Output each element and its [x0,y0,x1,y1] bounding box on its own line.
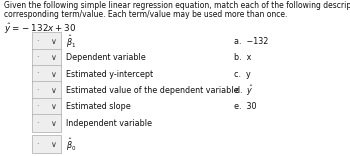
Text: corresponding term/value. Each term/value may be used more than once.: corresponding term/value. Each term/valu… [4,10,287,19]
Text: Estimated slope: Estimated slope [66,102,131,111]
Text: ∨: ∨ [51,119,57,128]
Text: c.  y: c. y [234,70,251,79]
Text: ·: · [36,102,38,111]
Text: Estimated value of the dependent variable: Estimated value of the dependent variabl… [66,86,238,95]
Text: ∨: ∨ [51,53,57,62]
Text: ∨: ∨ [51,102,57,111]
Text: ∨: ∨ [51,70,57,79]
Text: Estimated y-intercept: Estimated y-intercept [66,70,153,79]
Text: $\hat{y} = -132x + 30$: $\hat{y} = -132x + 30$ [4,21,76,36]
Text: Given the following simple linear regression equation, match each of the followi: Given the following simple linear regres… [4,1,350,10]
FancyBboxPatch shape [32,114,61,132]
FancyBboxPatch shape [32,98,61,116]
Text: ·: · [36,53,38,62]
Text: Dependent variable: Dependent variable [66,53,146,62]
Text: ·: · [36,140,38,149]
Text: b.  x: b. x [234,53,252,62]
Text: ∨: ∨ [51,140,57,149]
FancyBboxPatch shape [32,65,61,83]
Text: e.  30: e. 30 [234,102,257,111]
Text: $\hat{\beta}_1$: $\hat{\beta}_1$ [66,33,76,50]
Text: ·: · [36,37,38,46]
Text: $\hat{\beta}_0$: $\hat{\beta}_0$ [66,136,76,153]
Text: a.  −132: a. −132 [234,37,269,46]
Text: Independent variable: Independent variable [66,119,152,128]
FancyBboxPatch shape [32,32,61,50]
Text: ·: · [36,119,38,128]
Text: ∨: ∨ [51,37,57,46]
FancyBboxPatch shape [32,135,61,153]
Text: d.  $\hat{y}$: d. $\hat{y}$ [234,83,254,98]
FancyBboxPatch shape [32,49,61,67]
Text: ·: · [36,86,38,95]
Text: ∨: ∨ [51,86,57,95]
Text: ·: · [36,70,38,79]
FancyBboxPatch shape [32,81,61,99]
